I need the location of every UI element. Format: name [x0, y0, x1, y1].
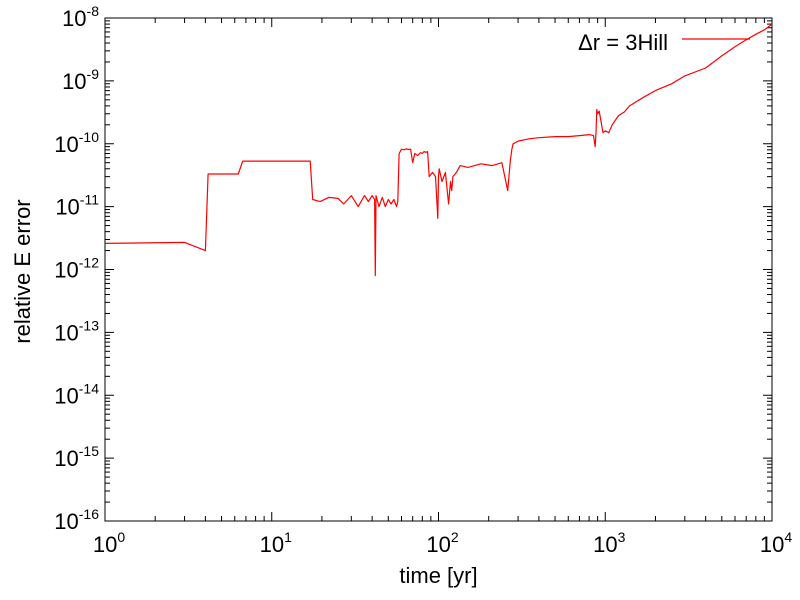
series-line: [104, 23, 773, 277]
x-tick-label: 103: [593, 529, 625, 557]
y-tick-label: 10-15: [54, 443, 99, 471]
y-tick-label: 10-13: [54, 317, 99, 345]
x-axis-label: time [yr]: [399, 563, 477, 588]
tick-labels: 100 101 102 103 104 10-16 10-15 10-14 10-13 10-12…: [54, 3, 792, 557]
y-tick-label: 10-16: [54, 506, 99, 534]
legend-label: Δr = 3Hill: [578, 30, 668, 55]
y-tick-label: 10-14: [54, 380, 99, 408]
y-axis-label: relative E error: [10, 199, 35, 343]
x-tick-label: 100: [93, 529, 125, 557]
plot-frame: [104, 17, 773, 522]
x-tick-label: 101: [260, 529, 292, 557]
y-tick-label: 10-10: [54, 129, 99, 157]
y-tick-label: 10-8: [62, 3, 99, 31]
ticks: [104, 17, 773, 522]
x-tick-label: 102: [426, 529, 458, 557]
x-tick-label: 104: [760, 529, 792, 557]
y-tick-label: 10-12: [54, 255, 99, 283]
y-tick-label: 10-11: [55, 192, 99, 220]
legend: Δr = 3Hill: [578, 30, 750, 55]
y-tick-label: 10-9: [62, 66, 99, 94]
